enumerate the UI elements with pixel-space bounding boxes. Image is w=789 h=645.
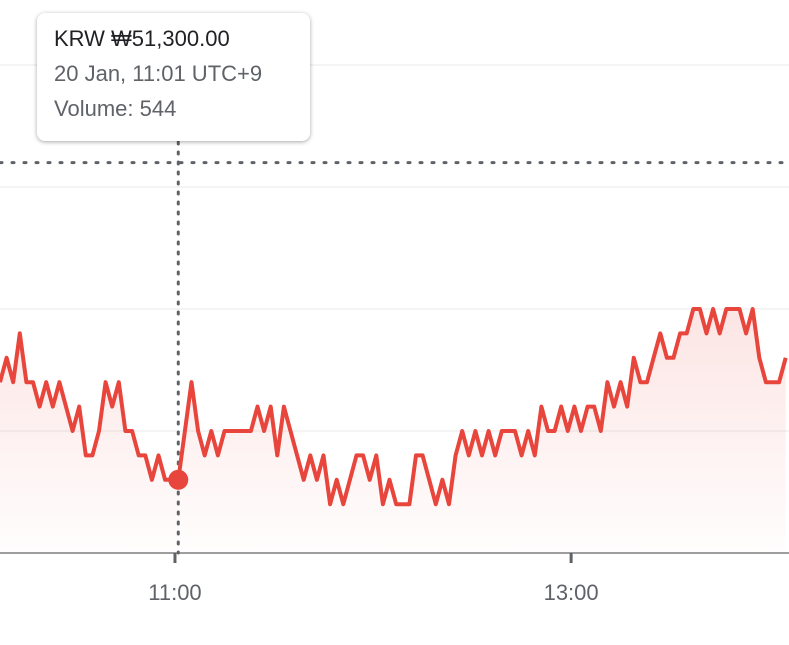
tooltip: KRW ₩51,300.00 20 Jan, 11:01 UTC+9 Volum…: [37, 13, 310, 141]
x-tick-label: 13:00: [544, 580, 599, 605]
area: [0, 309, 786, 553]
tooltip-volume: Volume: 544: [54, 96, 177, 121]
tooltip-time: 20 Jan, 11:01 UTC+9: [54, 61, 263, 86]
x-tick-label: 11:00: [148, 580, 201, 605]
tooltip-price: KRW ₩51,300.00: [54, 26, 230, 51]
price-line: [0, 307, 788, 507]
hover-point: [168, 469, 189, 490]
